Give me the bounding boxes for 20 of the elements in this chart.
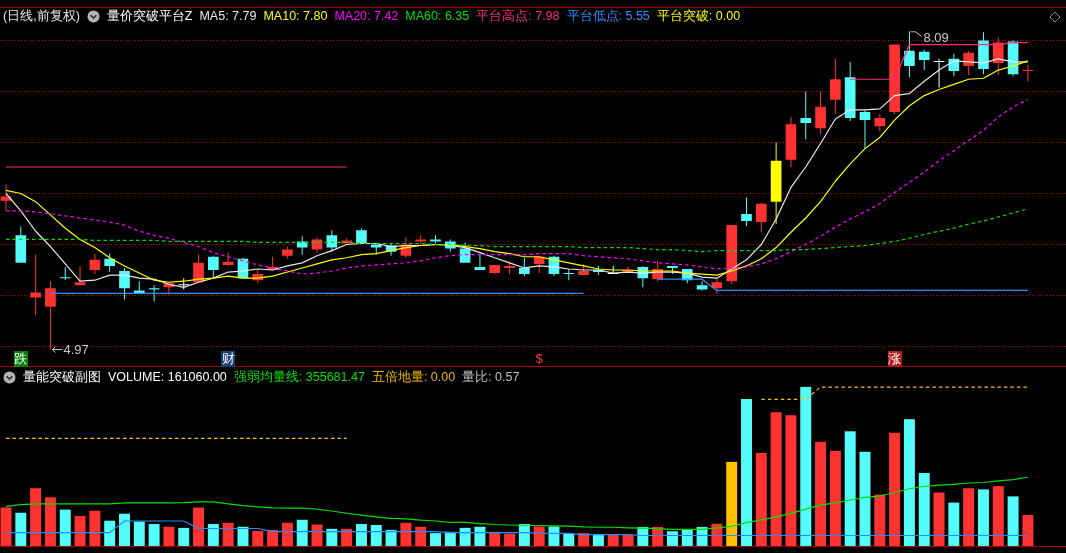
chart-subtitle: 量价突破平台Z (106, 8, 193, 24)
text: MA5: 7.79 (199, 8, 257, 24)
chart-title: 量能突破副图 (23, 369, 101, 385)
text: MA20: 7.42 (334, 8, 399, 24)
text: 强弱均量线: 355681.47 (233, 369, 365, 385)
marker-icon: 财 (221, 350, 236, 367)
marker-icon: $ (532, 350, 547, 367)
text: MA60: 6.35 (405, 8, 470, 24)
text: 平台高点: 7.98 (476, 8, 560, 24)
annotation: 8.09 (923, 29, 949, 45)
text: MA10: 7.80 (263, 8, 328, 24)
chart-title: (日线,前复权) (3, 8, 80, 24)
text: 平台低点: 5.55 (566, 8, 650, 24)
annotation: 4.97 (63, 342, 89, 358)
marker-icon: 涨 (887, 350, 902, 367)
text: 五倍地量: 0.00 (371, 369, 456, 385)
chart-subtitle: VOLUME: 161060.00 (108, 369, 227, 385)
text: 平台突破: 0.00 (656, 8, 741, 24)
text: 量比: 0.57 (462, 369, 520, 385)
marker-icon: 跌 (13, 350, 28, 367)
